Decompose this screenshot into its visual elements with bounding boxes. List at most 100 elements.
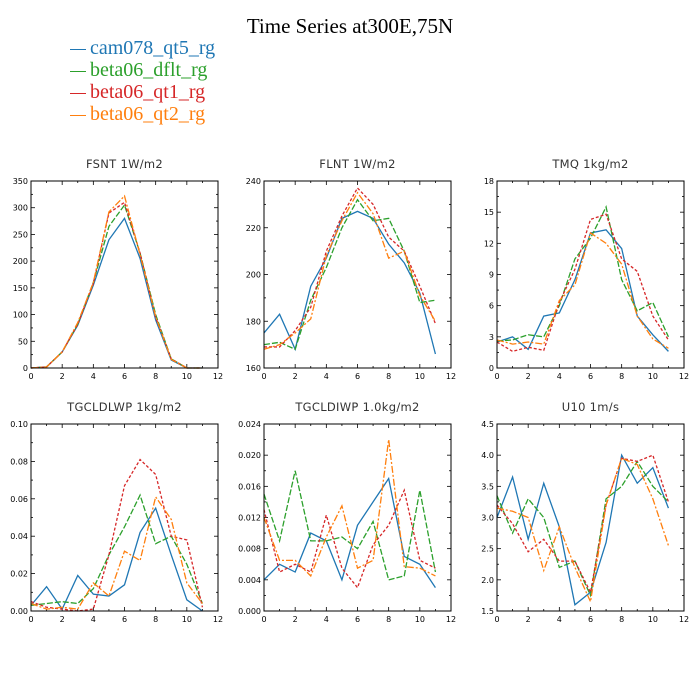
series-line-beta06-qt2-rg (263, 439, 436, 578)
y-tick-label: 220 (246, 224, 261, 233)
legend-swatch (70, 70, 86, 72)
legend-label: beta06_dflt_rg (90, 59, 208, 81)
panel-title: FLNT 1W/m2 (319, 157, 395, 171)
y-tick-label: 2.5 (481, 545, 494, 554)
x-tick-label: 4 (91, 372, 96, 381)
legend: cam078_qt5_rg beta06_dflt_rg beta06_qt1_… (70, 37, 215, 125)
series-line-beta06-qt1-rg (263, 488, 436, 589)
x-tick-label: 12 (446, 372, 456, 381)
x-tick-label: 0 (261, 372, 266, 381)
series-line-beta06-dflt-rg (30, 493, 204, 607)
x-tick-label: 6 (588, 615, 593, 624)
x-tick-label: 2 (60, 372, 65, 381)
x-tick-label: 12 (446, 615, 456, 624)
series-line-cam078-qt5-rg (263, 476, 436, 588)
series-line-beta06-qt1-rg (496, 454, 670, 595)
x-tick-label: 10 (415, 615, 425, 624)
y-tick-label: 3 (489, 333, 494, 342)
x-tick-label: 4 (324, 615, 329, 624)
plot-frame (263, 423, 452, 612)
x-tick-label: 10 (648, 615, 658, 624)
series-line-cam078-qt5-rg (30, 217, 203, 369)
y-tick-label: 240 (246, 177, 261, 186)
x-tick-label: 2 (526, 372, 531, 381)
legend-item-beta06-qt1-rg: beta06_qt1_rg (70, 81, 215, 103)
y-tick-label: 4.5 (481, 420, 494, 429)
y-tick-label: 3.0 (481, 514, 494, 523)
y-tick-label: 50 (18, 337, 28, 346)
legend-item-cam078-qt5-rg: cam078_qt5_rg (70, 37, 215, 59)
series-line-beta06-qt2-rg (30, 495, 203, 610)
x-tick-label: 12 (679, 615, 689, 624)
series-line-beta06-qt2-rg (496, 457, 670, 604)
x-tick-label: 2 (60, 615, 65, 624)
x-tick-label: 6 (588, 372, 593, 381)
y-tick-label: 3.5 (481, 482, 494, 491)
y-tick-label: 0.000 (238, 607, 261, 616)
x-tick-label: 6 (122, 615, 127, 624)
x-tick-label: 0 (494, 615, 499, 624)
y-tick-label: 0.004 (238, 576, 261, 585)
y-tick-label: 160 (246, 364, 261, 373)
y-tick-label: 0.10 (10, 420, 28, 429)
panel-title: TGCLDLWP 1kg/m2 (66, 400, 182, 414)
x-tick-label: 12 (213, 372, 223, 381)
x-tick-label: 4 (557, 372, 562, 381)
panel-title: TGCLDIWP 1.0kg/m2 (294, 400, 419, 414)
plot-frame (30, 423, 219, 612)
y-tick-label: 15 (484, 208, 494, 217)
chart-panel-4: TGCLDIWP 1.0kg/m2 0 2 4 6 8 10 12 0.000 0.004 0.00… (238, 400, 456, 624)
series-line-beta06-dflt-rg (496, 205, 670, 342)
x-tick-label: 8 (619, 615, 624, 624)
x-tick-label: 2 (526, 615, 531, 624)
x-tick-label: 2 (293, 372, 298, 381)
panel-title: FSNT 1W/m2 (86, 157, 163, 171)
x-tick-label: 10 (182, 615, 192, 624)
x-tick-label: 8 (153, 615, 158, 624)
y-tick-label: 180 (246, 317, 261, 326)
plot-frame (496, 423, 685, 612)
legend-swatch (70, 114, 86, 116)
y-tick-label: 12 (484, 239, 494, 248)
y-tick-label: 150 (13, 284, 28, 293)
y-tick-label: 0 (23, 364, 28, 373)
legend-label: cam078_qt5_rg (90, 37, 216, 59)
legend-label: beta06_qt2_rg (90, 103, 206, 125)
series-line-beta06-qt2-rg (263, 191, 436, 350)
x-tick-label: 0 (28, 615, 33, 624)
series-line-cam078-qt5-rg (30, 506, 203, 612)
y-tick-label: 0.04 (10, 532, 28, 541)
x-tick-label: 6 (355, 615, 360, 624)
y-tick-label: 100 (13, 311, 28, 320)
panel-title: U10 1m/s (562, 400, 620, 414)
y-tick-label: 0.020 (238, 451, 261, 460)
x-tick-label: 8 (153, 372, 158, 381)
x-tick-label: 6 (355, 372, 360, 381)
series-line-beta06-dflt-rg (496, 460, 669, 598)
series-line-beta06-qt2-rg (496, 231, 669, 349)
y-tick-label: 0.012 (238, 514, 261, 523)
y-tick-label: 2.0 (481, 576, 494, 585)
x-tick-label: 2 (293, 615, 298, 624)
chart-panel-3: TGCLDLWP 1kg/m2 0 2 4 6 8 10 12 0.00 0.02 0.04 0.06… (10, 400, 223, 624)
x-tick-label: 0 (28, 372, 33, 381)
y-tick-label: 0.016 (238, 482, 261, 491)
plot-frame (496, 180, 685, 369)
y-tick-label: 200 (246, 271, 261, 280)
plot-frame (30, 180, 219, 369)
chart-panel-0: FSNT 1W/m2 0 2 4 6 8 10 12 0 50 100 150 200 250 300 350 (13, 157, 223, 381)
y-tick-label: 350 (13, 177, 28, 186)
x-tick-label: 8 (386, 372, 391, 381)
y-tick-label: 250 (13, 230, 28, 239)
series-line-beta06-dflt-rg (263, 470, 437, 581)
x-tick-label: 10 (182, 372, 192, 381)
series-line-cam078-qt5-rg (496, 453, 670, 606)
x-tick-label: 12 (679, 372, 689, 381)
y-tick-label: 0.06 (10, 495, 28, 504)
y-tick-label: 1.5 (481, 607, 494, 616)
y-tick-label: 0 (489, 364, 494, 373)
y-tick-label: 300 (13, 204, 28, 213)
plot-frame (263, 180, 452, 369)
series-line-beta06-qt2-rg (30, 194, 203, 369)
y-tick-label: 4.0 (481, 451, 494, 460)
